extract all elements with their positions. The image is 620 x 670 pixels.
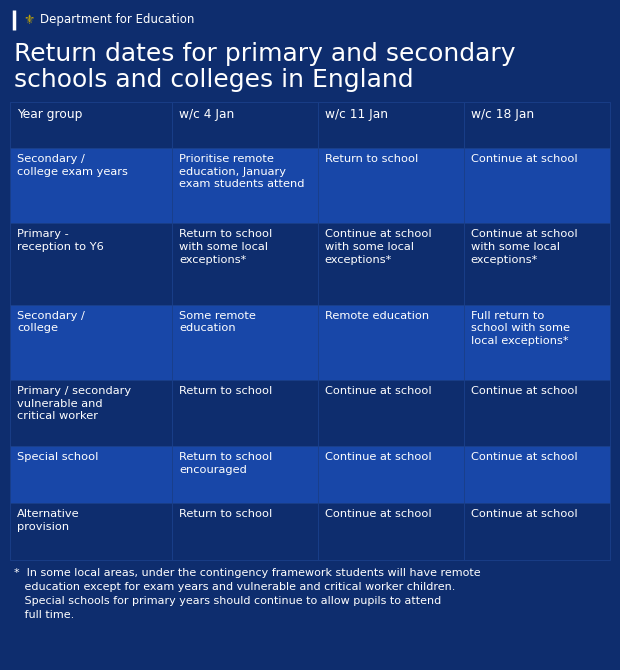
Bar <box>10 446 172 503</box>
Bar <box>172 305 318 380</box>
Text: Return dates for primary and secondary: Return dates for primary and secondary <box>14 42 515 66</box>
Bar <box>172 102 318 148</box>
Bar <box>10 102 172 148</box>
Text: Continue at school: Continue at school <box>325 509 432 519</box>
Bar <box>318 305 464 380</box>
Text: Alternative
provision: Alternative provision <box>17 509 79 532</box>
Bar <box>172 380 318 446</box>
Text: Remote education: Remote education <box>325 310 429 320</box>
Bar <box>172 223 318 305</box>
Bar <box>172 148 318 223</box>
Bar <box>464 148 610 223</box>
Text: schools and colleges in England: schools and colleges in England <box>14 68 414 92</box>
Text: Continue at school: Continue at school <box>471 386 577 396</box>
Bar <box>464 503 610 560</box>
Bar <box>318 380 464 446</box>
Bar <box>172 446 318 503</box>
Bar <box>318 503 464 560</box>
Text: Return to school: Return to school <box>179 509 272 519</box>
Bar <box>318 148 464 223</box>
Bar <box>318 223 464 305</box>
Text: Special school: Special school <box>17 452 99 462</box>
Bar <box>464 446 610 503</box>
Text: Some remote
education: Some remote education <box>179 310 256 334</box>
Text: w/c 11 Jan: w/c 11 Jan <box>325 108 388 121</box>
Text: Secondary /
college exam years: Secondary / college exam years <box>17 154 128 177</box>
Bar <box>464 223 610 305</box>
Text: Year group: Year group <box>17 108 82 121</box>
Text: Continue at school: Continue at school <box>471 452 577 462</box>
Text: Continue at school
with some local
exceptions*: Continue at school with some local excep… <box>325 229 432 265</box>
Bar <box>10 223 172 305</box>
Text: ⚜: ⚜ <box>23 13 34 27</box>
Text: Continue at school
with some local
exceptions*: Continue at school with some local excep… <box>471 229 577 265</box>
Bar <box>172 503 318 560</box>
Text: Continue at school: Continue at school <box>471 154 577 163</box>
Text: education except for exam years and vulnerable and critical worker children.: education except for exam years and vuln… <box>14 582 455 592</box>
Bar <box>464 305 610 380</box>
Bar <box>10 305 172 380</box>
Bar <box>464 380 610 446</box>
Text: Primary / secondary
vulnerable and
critical worker: Primary / secondary vulnerable and criti… <box>17 386 131 421</box>
Text: Continue at school: Continue at school <box>325 386 432 396</box>
Text: Continue at school: Continue at school <box>325 452 432 462</box>
Text: Return to school
with some local
exceptions*: Return to school with some local excepti… <box>179 229 272 265</box>
Bar <box>464 102 610 148</box>
Text: Prioritise remote
education, January
exam students attend: Prioritise remote education, January exa… <box>179 154 304 190</box>
Text: w/c 18 Jan: w/c 18 Jan <box>471 108 534 121</box>
Text: Return to school
encouraged: Return to school encouraged <box>179 452 272 475</box>
Text: w/c 4 Jan: w/c 4 Jan <box>179 108 234 121</box>
Text: Department for Education: Department for Education <box>40 13 195 27</box>
Bar <box>10 503 172 560</box>
Text: Secondary /
college: Secondary / college <box>17 310 85 334</box>
Text: Special schools for primary years should continue to allow pupils to attend: Special schools for primary years should… <box>14 596 441 606</box>
Bar <box>318 102 464 148</box>
Bar <box>10 148 172 223</box>
Text: Return to school: Return to school <box>179 386 272 396</box>
Bar <box>10 380 172 446</box>
Text: Continue at school: Continue at school <box>471 509 577 519</box>
Text: full time.: full time. <box>14 610 74 620</box>
Bar <box>318 446 464 503</box>
Text: *  In some local areas, under the contingency framework students will have remot: * In some local areas, under the conting… <box>14 568 480 578</box>
Text: Primary -
reception to Y6: Primary - reception to Y6 <box>17 229 104 252</box>
Text: Full return to
school with some
local exceptions*: Full return to school with some local ex… <box>471 310 570 346</box>
Text: Return to school: Return to school <box>325 154 418 163</box>
